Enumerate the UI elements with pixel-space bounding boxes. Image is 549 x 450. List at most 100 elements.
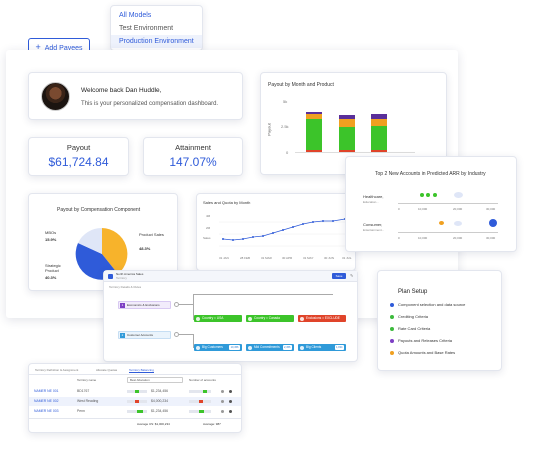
- group-economics[interactable]: 1 Economics & Exclusions: [118, 301, 171, 309]
- axis-row-2: [398, 232, 498, 233]
- plan-item-label: Rate Card Criteria: [398, 326, 431, 331]
- node-label: Big Clients: [306, 345, 322, 349]
- row-label-consumer: Consumer,: [363, 222, 383, 227]
- plan-item-label: Payouts and Releases Criteria: [398, 338, 453, 343]
- row-amount: $1,234,456: [151, 409, 168, 413]
- progress-bar: [127, 390, 147, 393]
- count-chip: 10,456: [229, 345, 240, 350]
- save-button[interactable]: Save: [332, 273, 346, 279]
- node-country-usa[interactable]: Country = USA: [194, 315, 242, 322]
- welcome-card: Welcome back Dan Huddle, This is your pe…: [28, 72, 243, 120]
- y-tick-4m: 4M: [206, 214, 211, 218]
- bar-3: [371, 114, 387, 152]
- row-id: NAMER NE 003: [34, 409, 59, 413]
- marker: [489, 219, 497, 227]
- x-axis-line: [295, 152, 415, 153]
- marker: [439, 221, 444, 225]
- plan-item[interactable]: Rate Card Criteria: [390, 326, 430, 331]
- plan-item[interactable]: Payouts and Releases Criteria: [390, 338, 452, 343]
- plan-item[interactable]: Crediting Criteria: [390, 314, 428, 319]
- x-tick: 20,000: [453, 207, 463, 211]
- territory-header: North America Sales Territory Save ✎: [104, 271, 357, 282]
- tabs-divider: [29, 374, 241, 375]
- progress-bar: [127, 410, 147, 413]
- dropdown-item-test-environment[interactable]: Test Environment: [119, 25, 174, 32]
- status-dot: [229, 400, 232, 403]
- x-tick: 30,000: [486, 236, 496, 240]
- bar-2: [339, 115, 355, 152]
- node-exclusions[interactable]: Exclusions = EXCLUDE: [298, 315, 346, 322]
- plan-item[interactable]: Component selection and data source: [390, 302, 465, 307]
- marker: [454, 221, 462, 226]
- welcome-title: Welcome back Dan Huddle,: [81, 87, 162, 94]
- plan-item[interactable]: Quota Amounts and Base Rates: [390, 350, 455, 355]
- row-name: Penn: [77, 409, 85, 413]
- node-country-canada[interactable]: Country = Canada: [246, 315, 294, 322]
- connector-circle: [174, 332, 179, 337]
- plan-item-label: Quota Amounts and Base Rates: [398, 350, 456, 355]
- environment-dropdown[interactable]: All Models Test Environment Production E…: [110, 5, 203, 51]
- x-tick: 31 JUL: [342, 256, 352, 260]
- row-id: NAMER NE 001: [34, 389, 59, 393]
- status-icon: [390, 338, 394, 343]
- row-id: NAMER NE 002: [34, 399, 59, 403]
- label-strategic-product: Strategic Product: [45, 263, 61, 273]
- group-label: Customer Accounts: [127, 333, 154, 337]
- row-name: West Reading: [77, 399, 99, 403]
- x-tick: 28 FEB: [240, 256, 251, 260]
- progress-bar: [189, 410, 211, 413]
- tab-territory-details[interactable]: Territory Details & Rules: [109, 285, 142, 289]
- sales-quota-chart: Sales and Quota by Month 4M 2M Sales 31 …: [196, 193, 356, 271]
- plan-setup-card: Plan Setup Component selection and data …: [377, 270, 502, 371]
- connector-line: [193, 294, 333, 295]
- plan-item-label: Crediting Criteria: [398, 314, 429, 319]
- y-tick-5k: 5k: [283, 99, 288, 104]
- group-number: 2: [120, 333, 125, 338]
- tab-allocate-quotas[interactable]: Allocate Quotas: [96, 368, 118, 372]
- dropdown-item-all-models[interactable]: All Models: [119, 12, 152, 19]
- label-mbos: MBOs: [45, 230, 57, 235]
- user-icon: [248, 345, 252, 350]
- table-row[interactable]: NAMER NE 003 Penn $1,234,456: [29, 407, 241, 416]
- status-icon: [390, 350, 394, 355]
- tab-territory-balancing[interactable]: Territory Balancing: [129, 368, 154, 373]
- node-label: Country = USA: [202, 316, 224, 320]
- close-icon: [300, 316, 304, 321]
- node-big-customers[interactable]: Big Customers 10,456: [194, 344, 242, 351]
- node-label: Mid Commitments: [254, 345, 280, 349]
- connector-line: [193, 294, 194, 320]
- payout-card: Payout $61,724.84: [28, 137, 129, 176]
- group-customer-accounts[interactable]: 2 Customer Accounts: [118, 331, 171, 339]
- connector-line: [179, 334, 193, 335]
- pie-chart: [75, 227, 128, 280]
- welcome-subtitle: This is your personalized compensation d…: [81, 101, 219, 107]
- progress-bar: [127, 400, 147, 403]
- node-mid-commitments[interactable]: Mid Commitments 2,456: [246, 344, 294, 351]
- table-row[interactable]: NAMER NE 002 West Reading $4,000,234: [29, 397, 241, 406]
- status-dot: [221, 400, 224, 403]
- x-tick: 0: [398, 236, 400, 240]
- node-big-clients[interactable]: Big Clients 1,034: [298, 344, 346, 351]
- payout-value: $61,724.84: [48, 155, 109, 169]
- tab-territory-definition[interactable]: Territory Definition & Assignment: [35, 368, 79, 372]
- pct-product-sales: 48.3%: [139, 246, 151, 251]
- allocation-select[interactable]: Best Allocation: [127, 377, 183, 383]
- marker: [454, 192, 463, 198]
- row-amount: $1,234,456: [151, 389, 168, 393]
- bar-1: [306, 112, 322, 152]
- territory-header-sub: Territory: [116, 276, 127, 280]
- count-chip: 2,456: [282, 345, 292, 350]
- folder-icon: [108, 274, 113, 279]
- territory-table-card: Territory Definition & Assignment Alloca…: [28, 363, 242, 433]
- group-label: Economics & Exclusions: [127, 303, 160, 307]
- edit-icon[interactable]: ✎: [350, 273, 354, 278]
- x-tick: 30,000: [486, 207, 496, 211]
- row-sub-consumer: Entertainment...: [363, 228, 385, 232]
- dropdown-item-production-environment[interactable]: Production Environment: [111, 35, 202, 48]
- chart-title: Top 2 New Accounts in Predicted ARR by I…: [375, 171, 486, 177]
- attainment-label: Attainment: [175, 143, 211, 152]
- table-row[interactable]: NAMER NE 001 BD1767 $1,234,456: [29, 387, 241, 396]
- x-tick: 31 JAN: [219, 256, 229, 260]
- pct-strategic-product: 40.3%: [45, 275, 57, 280]
- add-payees-label: Add Payees: [44, 45, 83, 52]
